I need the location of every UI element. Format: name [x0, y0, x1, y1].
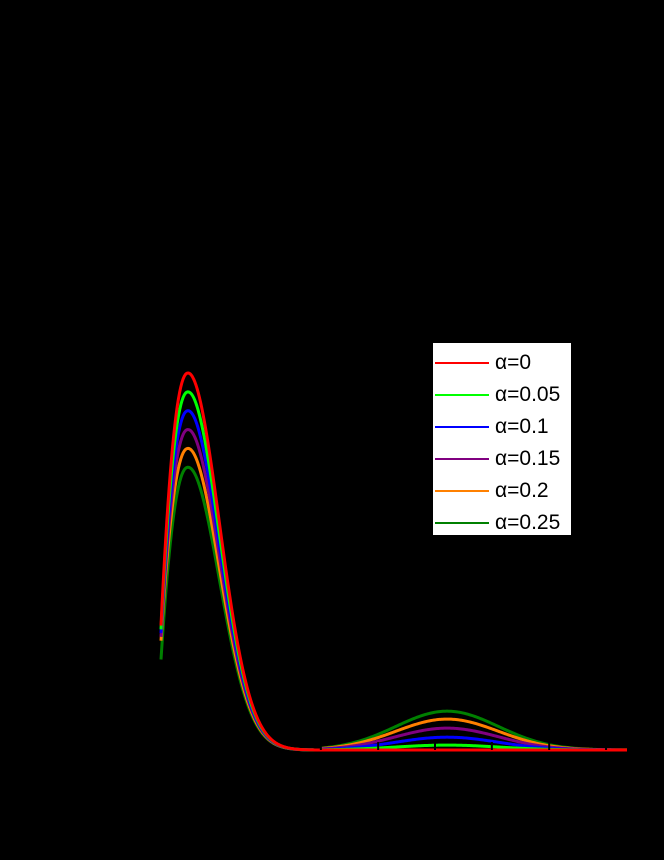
legend-line-swatch	[435, 362, 489, 364]
legend-line-swatch	[435, 458, 489, 460]
legend-label: α=0.15	[495, 447, 561, 470]
legend-item: α=0.2	[433, 475, 571, 507]
legend-line-swatch	[435, 522, 489, 524]
legend: α=0 α=0.05 α=0.1 α=0.15 α=0.2 α=0.25	[432, 342, 572, 536]
legend-line-swatch	[435, 426, 489, 428]
legend-item: α=0.25	[433, 507, 571, 539]
legend-label: α=0.1	[495, 415, 549, 438]
legend-item: α=0.1	[433, 411, 571, 443]
legend-item: α=0	[433, 347, 571, 379]
legend-line-swatch	[435, 394, 489, 396]
x-axis-ticks	[319, 742, 608, 750]
legend-label: α=0	[495, 351, 532, 374]
legend-item: α=0.05	[433, 379, 571, 411]
legend-label: α=0.25	[495, 511, 561, 534]
legend-item: α=0.15	[433, 443, 571, 475]
legend-label: α=0.05	[495, 383, 561, 406]
legend-label: α=0.2	[495, 479, 549, 502]
legend-line-swatch	[435, 490, 489, 492]
